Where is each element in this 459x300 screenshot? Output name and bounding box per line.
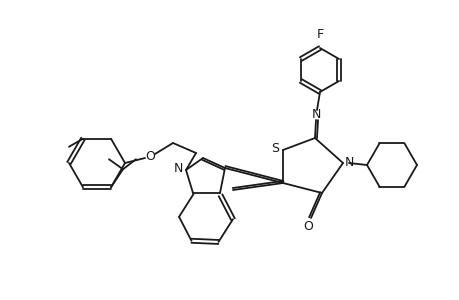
- Text: F: F: [316, 28, 323, 41]
- Text: O: O: [145, 151, 155, 164]
- Text: N: N: [344, 157, 353, 169]
- Text: S: S: [270, 142, 279, 155]
- Text: O: O: [302, 220, 312, 233]
- Text: N: N: [173, 161, 182, 175]
- Text: N: N: [311, 109, 320, 122]
